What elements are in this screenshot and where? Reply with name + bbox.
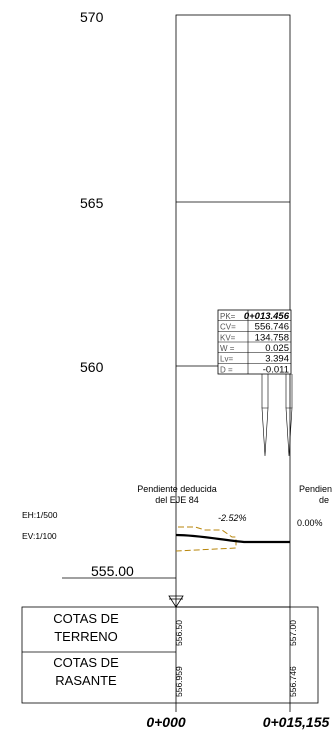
guitar-row1-label-line2: TERRENO [54,629,118,644]
slope-left-label: -2.52% [218,513,247,523]
guitar-table [21,606,319,712]
datum-label: 555.00 [91,563,134,579]
pk-key-lv: Lv= [220,355,233,364]
elevation-label-560: 560 [80,359,104,375]
guitar-row2-label-line2: RASANTE [55,673,117,688]
elevation-label-570: 570 [80,9,104,25]
origin-marker-icon [168,595,184,608]
slope-note-right-line2: de [319,495,329,505]
guitar-row1-label-line1: COTAS DE [53,611,119,626]
pk-value-cv: 556.746 [255,322,289,333]
pk-key-pk: PK= [220,312,236,321]
pk-info-box: PK= 0+013.456 CV= 556.746 KV= 134.758 W … [217,309,292,375]
ground-line [175,526,237,552]
pk-key-kv: KV= [220,333,236,342]
pk-value-pk: 0+013.456 [244,311,290,322]
chainage-0: 0+000 [146,714,186,730]
terreno-value-1: 557.00 [288,620,298,646]
elevation-label-565: 565 [80,195,104,211]
pk-value-lv: 3.394 [265,354,289,365]
vertical-scale-label: EV:1/100 [22,531,57,541]
rasante-value-0: 556.959 [174,666,184,697]
pk-value-d: -0.011 [263,364,289,375]
chainage-1: 0+015,155 [263,714,330,730]
rasante-value-1: 556.746 [288,666,298,697]
slope-note-left-line1: Pendiente deducida [137,484,217,494]
horizontal-scale-label: EH:1/500 [22,510,58,520]
slope-right-label: 0.00% [297,518,323,528]
pk-value-kv: 134.758 [255,332,289,343]
pk-value-w: 0.025 [265,343,289,354]
slope-note-right-line1: Pendien [299,484,332,494]
pk-leader-pointers [261,374,293,457]
guitar-row2-label-line1: COTAS DE [53,655,119,670]
pk-key-d: D = [220,365,233,374]
terreno-value-0: 556.50 [174,620,184,646]
pk-key-w: W = [220,344,235,353]
grade-line [175,533,290,544]
slope-note-left-line2: del EJE 84 [155,495,199,505]
pk-key-cv: CV= [220,323,236,332]
